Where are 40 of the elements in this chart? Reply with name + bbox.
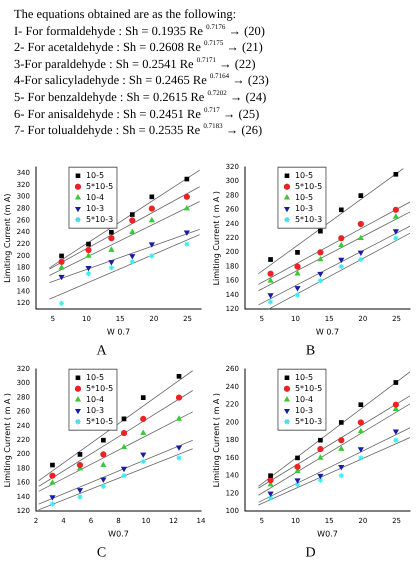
- legend-label: 10-4: [86, 394, 104, 404]
- text: 3-For paraldehyde : Sh = 0.2541 Re $^{0.7171}$ → (22): [14, 56, 257, 72]
- text: A: [96, 343, 108, 358]
- y-axis-title: Limiting Current (m A): [2, 194, 12, 283]
- legend-label: 10-5: [294, 372, 314, 382]
- legend-label: 10-3: [86, 204, 104, 213]
- text: 4-For salicyladehyde : Sh = 0.2465 Re $^{0.7164}$ → (23): [14, 72, 269, 89]
- legend-label: 5*10-5: [86, 182, 114, 191]
- text: 7- For tolualdehyde : Sh = 0.2535 Re $^{0.7183}$ → (26): [14, 122, 264, 139]
- legend-label: 5*10-5: [86, 416, 114, 426]
- legend-label: 5*10-3: [294, 214, 322, 224]
- legend-label: 5*10-3: [86, 214, 114, 224]
- y-axis-title: Limiting Current ( m A ): [2, 392, 12, 488]
- legend-label: 5*10-5: [294, 384, 322, 393]
- text: The equations obtained are as the following:: [14, 6, 238, 23]
- legend-label: 10-3: [294, 204, 314, 213]
- legend-label: 5*10-5: [294, 182, 322, 191]
- y-axis-title: Limiting Current ( m A ): [212, 392, 221, 488]
- x-axis-title: W0.7: [108, 529, 129, 538]
- text: B: [306, 343, 316, 358]
- text: 5- For benzaldehyde : Sh = 0.2615 Re $^{0.7202}$ → (24): [14, 88, 268, 106]
- text: I- For formaldehyde : Sh = 0.1935 Re $^{0.7176}$ → (20): [14, 22, 266, 40]
- legend-label: 5*10-3: [294, 416, 322, 426]
- text: 6- For anisaldehyde : Sh = 0.2451 Re $^{0.717}$ → (25): [14, 106, 260, 122]
- legend-label: 10-3: [86, 406, 104, 415]
- text: 2- For acetaldehyde : Sh = 0.2608 Re $^{0.7175}$ → (21): [14, 39, 264, 56]
- legend-label: 10-4: [294, 394, 314, 404]
- x-axis-title: W 0.7: [316, 327, 340, 336]
- legend-label: 10-5: [294, 192, 314, 202]
- text: C: [96, 545, 106, 560]
- y-axis-title: Limiting Current ( m A ): [212, 190, 221, 286]
- legend-label: 10-5: [86, 170, 104, 180]
- legend-label: 5*10-5: [86, 384, 114, 393]
- legend-label: 10-5: [86, 372, 104, 382]
- text: D: [305, 545, 316, 560]
- legend-label: 10-4: [86, 192, 104, 202]
- legend-label: 10-3: [294, 406, 314, 415]
- x-axis-title: W0.7: [317, 529, 338, 538]
- x-axis-title: W 0.7: [106, 327, 130, 336]
- legend-label: 10-5: [294, 170, 314, 180]
